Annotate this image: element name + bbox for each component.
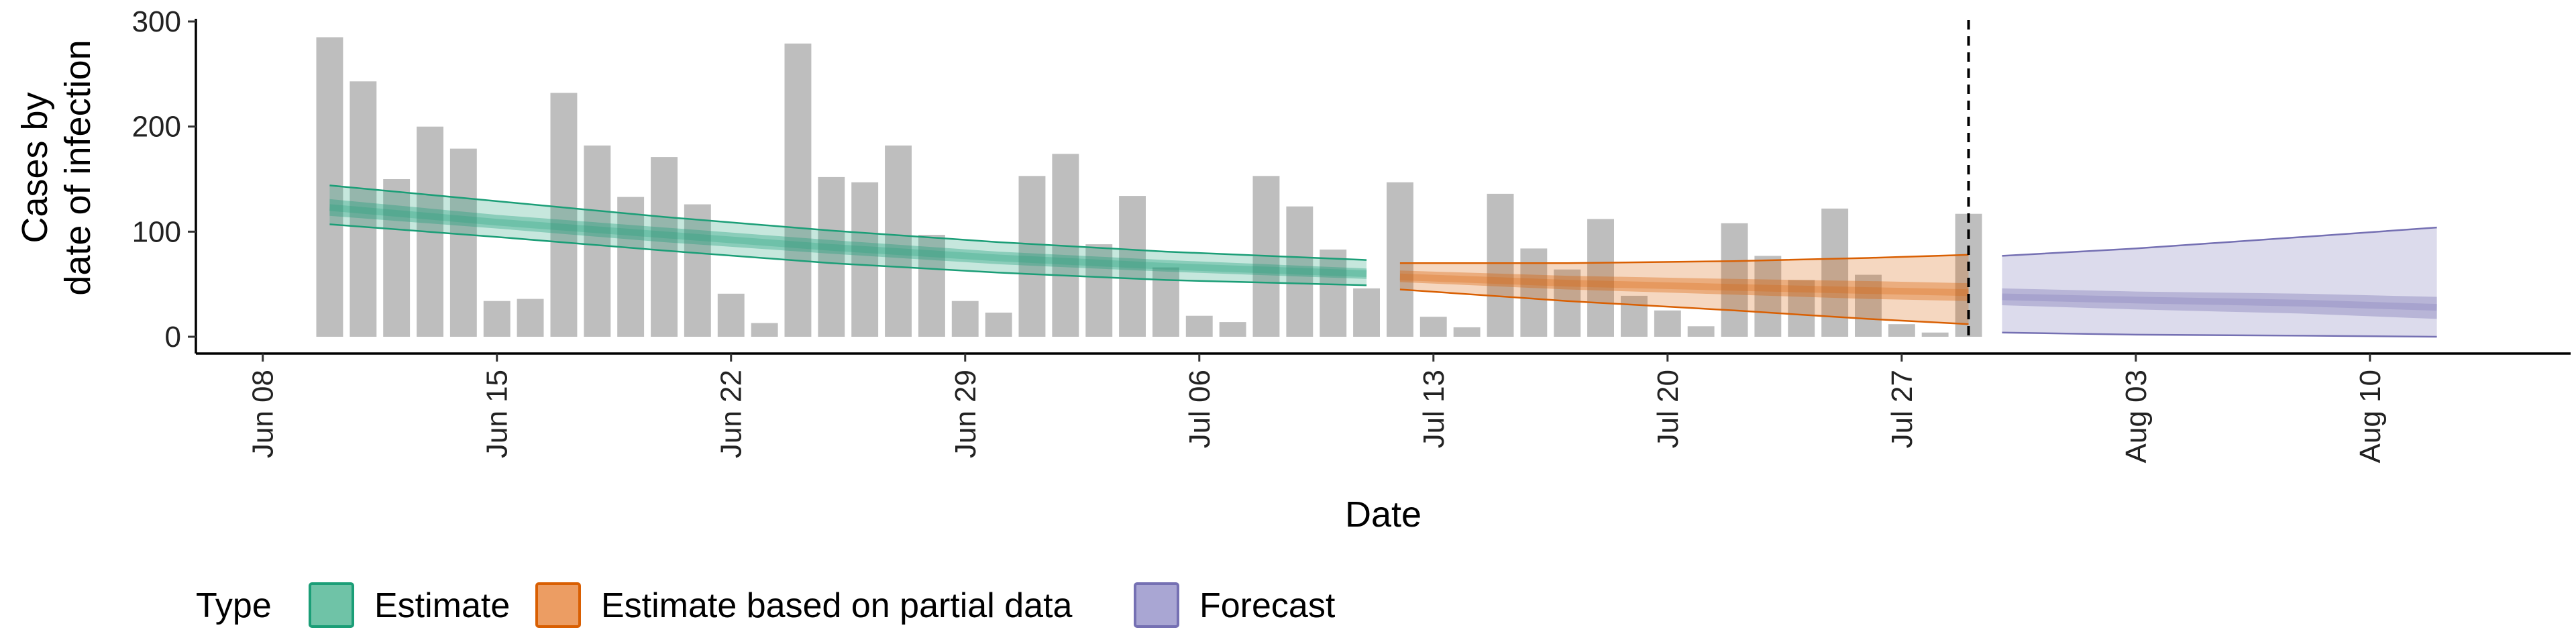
legend-label: Forecast — [1199, 586, 1336, 625]
case-bar — [550, 93, 578, 337]
case-bar — [1888, 324, 1915, 337]
ci90-lower-edge — [1399, 288, 1969, 325]
band-group — [2002, 226, 2437, 338]
case-bar — [1185, 315, 1213, 337]
y-tick-label: 300 — [132, 5, 181, 38]
ci50-ribbon — [2002, 288, 2437, 319]
case-bar — [350, 81, 377, 337]
case-bar — [684, 204, 711, 337]
case-bar — [751, 323, 778, 337]
ci90-upper-edge — [1399, 254, 1969, 264]
band-group — [329, 184, 1367, 286]
y-tick-label: 100 — [132, 215, 181, 248]
case-bar — [1855, 274, 1882, 337]
y-axis-title-line-1: Cases by — [15, 92, 55, 243]
case-bar — [784, 43, 812, 337]
x-tick-label: Aug 03 — [2120, 370, 2153, 463]
case-bar — [1219, 322, 1246, 337]
x-tick-label: Aug 10 — [2354, 370, 2387, 463]
ci90-upper-edge — [2002, 226, 2437, 257]
median-line — [2002, 293, 2437, 311]
legend-title: Type — [196, 586, 272, 625]
case-bar — [818, 176, 845, 337]
case-bar — [951, 301, 979, 337]
case-bar — [1788, 280, 1815, 337]
x-tick-label: Jul 06 — [1183, 370, 1216, 448]
case-bar — [383, 179, 411, 337]
case-bar — [1419, 317, 1447, 337]
axes-layer: 0 100 200 300 Jun 08 Jun 15 Jun 22 Jun 29 Jul 06… — [132, 5, 2571, 463]
case-bar — [1621, 295, 1648, 337]
case-bar — [918, 235, 945, 337]
case-bar — [449, 148, 477, 337]
case-bar — [651, 157, 678, 337]
bars-layer — [316, 37, 1982, 337]
case-bar — [1320, 250, 1347, 337]
legend-swatch — [535, 582, 581, 628]
case-bar — [1587, 219, 1614, 337]
legend-swatch — [1134, 582, 1179, 628]
case-bar — [1353, 288, 1380, 337]
case-bar — [1687, 326, 1715, 337]
case-bar — [617, 197, 645, 337]
band-group — [1399, 254, 1969, 325]
ci90-ribbon — [1399, 254, 1969, 325]
case-bar — [483, 301, 511, 337]
x-tick-label: Jul 20 — [1652, 370, 1684, 448]
x-tick-label: Jun 29 — [949, 370, 982, 458]
legend-label: Estimate based on partial data — [601, 586, 1073, 625]
legend-label: Estimate — [374, 586, 510, 625]
case-bar — [1554, 269, 1581, 337]
case-bar — [1754, 256, 1782, 337]
case-bar — [517, 299, 544, 337]
case-bar — [1286, 206, 1313, 337]
x-tick-label: Jun 22 — [715, 370, 748, 458]
case-bar — [1654, 310, 1681, 337]
legend: Type Estimate Estimate based on partial d… — [196, 582, 1336, 628]
ci50-ribbon — [1399, 270, 1969, 301]
case-bar — [985, 313, 1012, 337]
x-tick-label: Jun 15 — [481, 370, 514, 458]
median-line — [1399, 273, 1969, 297]
case-bar — [1119, 196, 1146, 337]
ci90-lower-edge — [329, 223, 1367, 286]
case-bar — [1921, 332, 1949, 337]
x-tick-label: Jul 27 — [1886, 370, 1919, 448]
median-line — [329, 204, 1367, 277]
x-tick-label: Jun 08 — [247, 370, 280, 458]
case-bar — [717, 293, 745, 337]
bands-layer — [329, 184, 2437, 338]
y-axis-title: Cases by date of infection — [15, 40, 98, 295]
case-bar — [1721, 223, 1748, 337]
case-bar — [885, 145, 912, 337]
case-bar — [1453, 327, 1481, 337]
ci50-ribbon — [329, 199, 1367, 279]
case-bar — [1387, 182, 1413, 337]
x-axis-title: Date — [1345, 494, 1421, 535]
y-tick-label: 200 — [132, 111, 181, 144]
case-bar — [1018, 176, 1046, 337]
ci90-ribbon — [2002, 227, 2437, 337]
legend-swatch — [309, 582, 354, 628]
case-bar — [1487, 193, 1514, 337]
ci90-upper-edge — [329, 184, 1367, 261]
ci90-lower-edge — [2002, 331, 2437, 338]
x-tick-label: Jul 13 — [1417, 370, 1450, 448]
y-tick-label: 0 — [165, 321, 181, 354]
case-bar — [851, 182, 879, 337]
y-axis-title-line-2: date of infection — [58, 40, 98, 295]
case-bar — [584, 145, 611, 337]
case-bar — [1085, 244, 1113, 337]
case-bar — [1821, 208, 1849, 337]
